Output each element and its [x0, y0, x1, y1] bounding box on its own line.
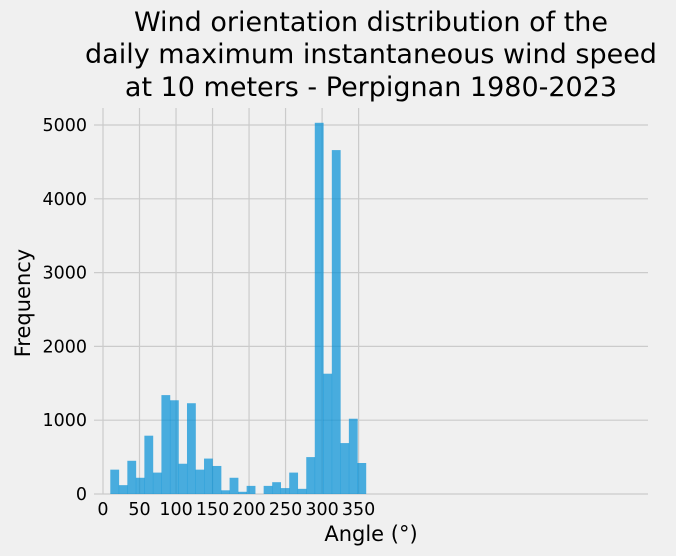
histogram-bar: [289, 472, 299, 494]
chart-title-line-2: daily maximum instantaneous wind speed: [85, 39, 657, 70]
x-tick-label: 0: [97, 500, 108, 520]
x-tick-label: 200: [232, 500, 265, 520]
histogram-bar: [306, 457, 316, 494]
histogram-bar: [110, 469, 120, 494]
histogram-bar: [323, 373, 333, 494]
histogram-bar: [221, 490, 230, 494]
histogram-bar: [263, 485, 273, 494]
histogram-bar: [161, 395, 171, 494]
histogram-bar: [357, 463, 367, 494]
x-tick-label: 150: [196, 500, 229, 520]
x-tick-label: 350: [342, 500, 375, 520]
histogram-bar: [314, 122, 324, 494]
histogram-bar: [169, 400, 179, 494]
chart-title-line-3: at 10 meters - Perpignan 1980-2023: [125, 72, 617, 103]
x-tick-label: 100: [159, 500, 192, 520]
histogram-bar: [212, 465, 222, 494]
histogram-bar: [178, 463, 188, 494]
y-tick-label: 4000: [42, 190, 87, 210]
histogram-bar: [280, 488, 290, 494]
histogram-bar: [127, 460, 137, 494]
histogram-bar: [186, 403, 196, 494]
histogram-bar: [195, 469, 205, 494]
grid: [94, 108, 648, 495]
histogram-bar: [118, 485, 128, 494]
x-axis-ticks: 0 50 100 150 200 250 300 350: [97, 500, 375, 520]
y-tick-label: 0: [76, 485, 87, 505]
y-tick-label: 5000: [42, 116, 87, 136]
histogram-bar: [238, 491, 247, 494]
histogram-bar: [340, 443, 350, 494]
y-tick-label: 3000: [42, 264, 87, 284]
y-tick-label: 1000: [42, 411, 87, 431]
histogram-bar: [229, 477, 239, 494]
histogram-bar: [204, 458, 213, 494]
histogram-bar: [152, 472, 162, 494]
y-axis-label: Frequency: [11, 249, 35, 358]
histogram-bar: [348, 418, 358, 494]
x-tick-label: 250: [269, 500, 302, 520]
histogram-bar: [331, 150, 341, 495]
histogram-bar: [297, 488, 307, 494]
chart-title: Wind orientation distribution of the dai…: [85, 7, 657, 103]
x-tick-label: 300: [305, 500, 338, 520]
histogram-bar: [135, 477, 145, 494]
y-tick-label: 2000: [42, 337, 87, 357]
histogram-bars: [110, 122, 367, 495]
histogram-bar: [246, 485, 256, 494]
y-axis-ticks: 0 1000 2000 3000 4000 5000: [42, 116, 87, 505]
chart-title-line-1: Wind orientation distribution of the: [134, 7, 608, 38]
histogram-bar: [272, 482, 282, 494]
x-tick-label: 50: [128, 500, 150, 520]
x-axis-label: Angle (°): [324, 522, 417, 546]
histogram-bar: [144, 435, 154, 494]
